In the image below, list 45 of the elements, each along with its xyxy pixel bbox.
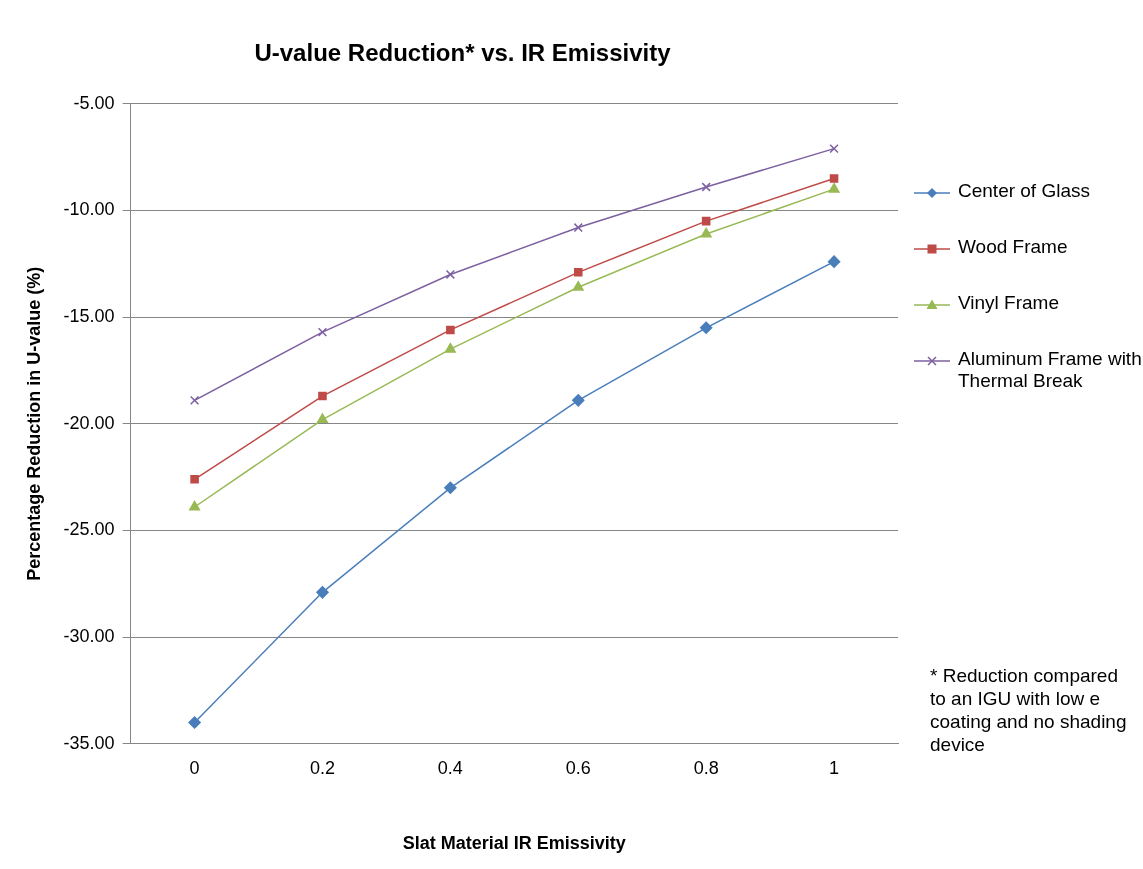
- point: [701, 182, 711, 192]
- point: [316, 413, 328, 424]
- y-tick-label: -5.00: [73, 92, 115, 113]
- y-axis-title: Percentage Reduction in U-value (%): [23, 266, 44, 581]
- y-tick-label: -15.00: [63, 306, 115, 327]
- point: [189, 500, 201, 511]
- point: [573, 268, 583, 277]
- point: [699, 321, 713, 335]
- point: [190, 474, 199, 484]
- x-tick-label: 0.4: [437, 757, 463, 778]
- point: [444, 481, 457, 495]
- point: [700, 227, 712, 238]
- legend-label: Center of Glass: [958, 180, 1090, 202]
- x-tick-label: 0.2: [309, 757, 335, 778]
- point: [445, 269, 456, 280]
- x-tick-label: 0.6: [565, 757, 591, 778]
- point: [829, 143, 839, 154]
- point: [188, 716, 201, 729]
- point: [446, 325, 455, 335]
- point: [317, 327, 328, 337]
- chart-title: U-value Reduction* vs. IR Emissivity: [254, 39, 672, 67]
- y-tick-label: -30.00: [63, 626, 115, 647]
- text: * Reduction compared to an IGU with low e coating and no shading device: [930, 664, 1128, 756]
- y-tick-label: -35.00: [63, 732, 115, 753]
- x-tick-label: 0: [189, 757, 200, 778]
- legend-label: Aluminum Frame with Thermal Break: [958, 348, 1142, 392]
- y-tick-label: -25.00: [63, 519, 115, 540]
- point: [444, 342, 456, 353]
- point: [316, 586, 329, 599]
- point: [829, 174, 839, 183]
- point: [828, 182, 840, 193]
- legend-label: Wood Frame: [958, 236, 1068, 258]
- x-tick-label: 0.8: [693, 757, 719, 778]
- point: [572, 281, 584, 291]
- point: [827, 255, 841, 268]
- y-tick-label: -10.00: [63, 199, 115, 220]
- point: [318, 391, 327, 401]
- point: [701, 216, 711, 226]
- x-axis-title: Slat Material IR Emissivity: [402, 833, 626, 854]
- y-tick-label: -20.00: [63, 412, 115, 433]
- legend-label: Vinyl Frame: [958, 292, 1060, 314]
- point: [572, 394, 585, 407]
- point: [573, 222, 583, 233]
- x-tick-label: 1: [829, 757, 840, 778]
- point: [189, 395, 200, 405]
